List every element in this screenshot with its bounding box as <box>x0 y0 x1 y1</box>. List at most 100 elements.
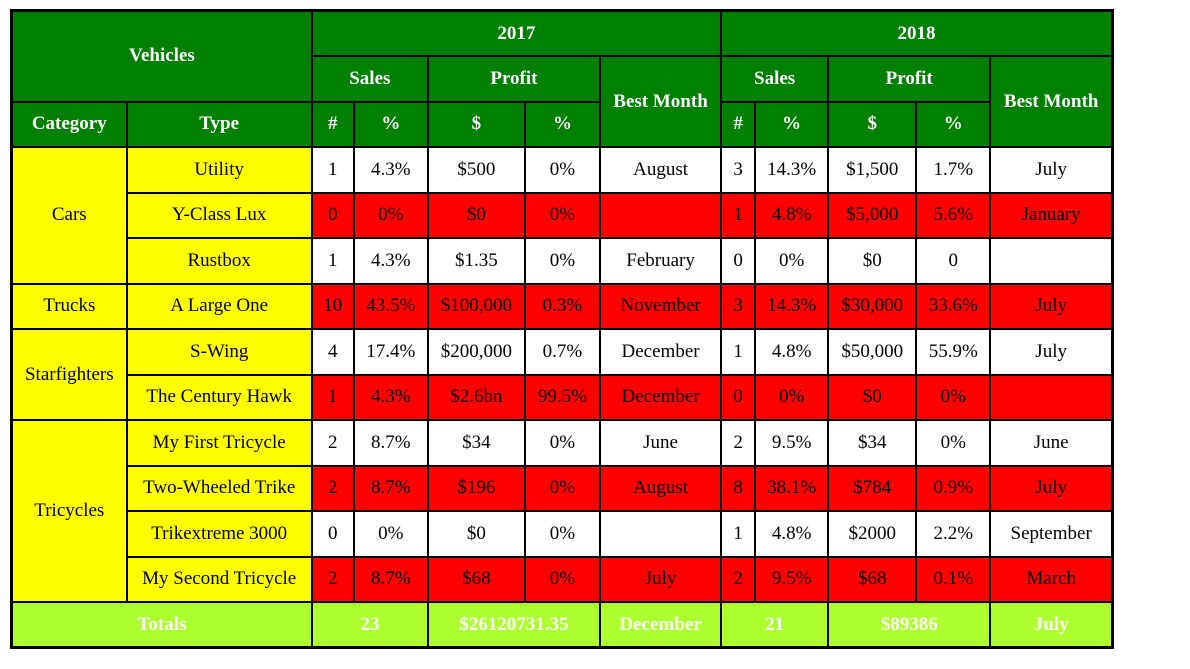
totals-profit-2017: $26120731.35 <box>426 601 602 649</box>
profit-pct-2017: 99.5% <box>523 373 602 421</box>
profit-2018: $30,000 <box>827 282 918 330</box>
best-month-2018: July <box>989 328 1114 376</box>
sales-num-header-2017: # <box>310 100 355 148</box>
sales-num-2018: 2 <box>720 555 757 603</box>
table-row: Rustbox 1 4.3% $1.35 0% February 0 0% $0… <box>12 237 1114 285</box>
best-month-2018: March <box>989 555 1114 603</box>
profit-pct-2017: 0% <box>523 191 602 239</box>
sales-pct-2018: 38.1% <box>754 464 830 512</box>
sales-num-2018: 1 <box>720 510 757 558</box>
profit-pct-2018: 5.6% <box>915 191 992 239</box>
best-month-2017: August <box>598 464 723 512</box>
profit-pct-2018: 1.7% <box>915 146 992 194</box>
sales-num-2017: 2 <box>310 464 355 512</box>
vehicle-type: A Large One <box>125 282 313 330</box>
table-row: Starfighters S-Wing 4 17.4% $200,000 0.7… <box>10 328 1114 421</box>
sales-pct-2017: 8.7% <box>352 555 429 603</box>
profit-pct-2017: 0% <box>523 464 602 512</box>
table-row: Trucks A Large One 10 43.5% $100,000 0.3… <box>10 282 1114 330</box>
profit-2017: $34 <box>426 419 526 467</box>
best-month-2018: September <box>989 510 1114 558</box>
best-month-2017: August <box>598 146 723 194</box>
best-month-2018: June <box>989 419 1114 467</box>
best-month-2018: January <box>989 191 1114 239</box>
sales-num-2017: 1 <box>310 146 355 194</box>
year-2018-header: 2018 <box>720 9 1114 57</box>
category-starfighters: Starfighters <box>10 328 128 421</box>
category-trucks: Trucks <box>10 282 128 330</box>
best-month-2018: July <box>989 146 1114 194</box>
table-row: Y-Class Lux 0 0% $0 0% 1 4.8% $5,000 5.6… <box>12 191 1114 239</box>
vehicle-type: Trikextreme 3000 <box>125 510 313 558</box>
best-month-header-2018: Best Month <box>989 55 1114 148</box>
sales-num-2018: 0 <box>720 373 757 421</box>
vehicle-type: Rustbox <box>125 237 313 285</box>
sales-num-2018: 3 <box>720 282 757 330</box>
profit-pct-2017: 0% <box>523 419 602 467</box>
sales-num-2017: 1 <box>310 373 355 421</box>
profit-2018: $68 <box>827 555 918 603</box>
vehicles-header: Vehicles <box>10 9 313 103</box>
sales-num-2018: 3 <box>720 146 757 194</box>
profit-pct-2018: 2.2% <box>915 510 992 558</box>
table-row: The Century Hawk 1 4.3% $2.6bn 99.5% Dec… <box>12 373 1114 421</box>
profit-pct-2018: 0 <box>915 237 992 285</box>
profit-pct-2017: 0% <box>523 510 602 558</box>
sales-num-2018: 8 <box>720 464 757 512</box>
best-month-2018 <box>989 373 1114 421</box>
sales-pct-2017: 8.7% <box>352 419 429 467</box>
sales-num-2017: 2 <box>310 419 355 467</box>
sales-pct-2018: 0% <box>754 373 830 421</box>
sales-pct-2017: 0% <box>352 510 429 558</box>
category-tricycles: Tricycles <box>10 419 128 603</box>
totals-row: Totals 23 $26120731.35 December 21 $8938… <box>10 601 1114 649</box>
year-2017-header: 2017 <box>310 9 723 57</box>
profit-2017: $0 <box>426 191 526 239</box>
best-month-2017 <box>598 510 723 558</box>
type-header: Type <box>125 100 313 148</box>
category-cars: Cars <box>10 146 128 285</box>
best-month-2017 <box>598 191 723 239</box>
table-row: Two-Wheeled Trike 2 8.7% $196 0% August … <box>12 464 1114 512</box>
profit-2017: $1.35 <box>426 237 526 285</box>
totals-sales-2017: 23 <box>310 601 429 649</box>
sales-num-2017: 1 <box>310 237 355 285</box>
sales-header-2017: Sales <box>310 55 429 103</box>
profit-2018: $0 <box>827 373 918 421</box>
sales-pct-2017: 17.4% <box>352 328 429 376</box>
sales-pct-header-2018: % <box>754 100 830 148</box>
profit-2018: $5,000 <box>827 191 918 239</box>
profit-pct-2018: 0% <box>915 419 992 467</box>
profit-pct-2017: 0% <box>523 555 602 603</box>
profit-2018: $2000 <box>827 510 918 558</box>
best-month-2018: July <box>989 464 1114 512</box>
sales-pct-2018: 14.3% <box>754 146 830 194</box>
table-row: Tricycles My First Tricycle 2 8.7% $34 0… <box>10 419 1114 603</box>
sales-num-2017: 0 <box>310 510 355 558</box>
sales-num-2018: 1 <box>720 191 757 239</box>
profit-2017: $500 <box>426 146 526 194</box>
profit-pct-2018: 55.9% <box>915 328 992 376</box>
vehicles-sales-table: Vehicles 2017 2018 Sales Profit Best Mon… <box>10 9 1114 649</box>
sales-pct-2018: 14.3% <box>754 282 830 330</box>
totals-sales-2018: 21 <box>720 601 830 649</box>
vehicle-type: Utility <box>125 146 313 194</box>
best-month-header-2017: Best Month <box>598 55 723 148</box>
vehicle-type: My First Tricycle <box>125 419 313 467</box>
totals-profit-2018: $89386 <box>827 601 992 649</box>
profit-2018: $0 <box>827 237 918 285</box>
sales-num-2017: 2 <box>310 555 355 603</box>
sales-pct-header-2017: % <box>352 100 429 148</box>
profit-pct-2018: 0% <box>915 373 992 421</box>
best-month-2018 <box>989 237 1114 285</box>
vehicle-type: Two-Wheeled Trike <box>125 464 313 512</box>
totals-label: Totals <box>10 601 313 649</box>
totals-best-month-2017: December <box>598 601 723 649</box>
totals-best-month-2018: July <box>989 601 1114 649</box>
profit-pct-2017: 0.3% <box>523 282 602 330</box>
category-header: Category <box>10 100 128 148</box>
profit-pct-2018: 33.6% <box>915 282 992 330</box>
sales-pct-2018: 4.8% <box>754 510 830 558</box>
sales-pct-2017: 8.7% <box>352 464 429 512</box>
profit-pct-2017: 0.7% <box>523 328 602 376</box>
